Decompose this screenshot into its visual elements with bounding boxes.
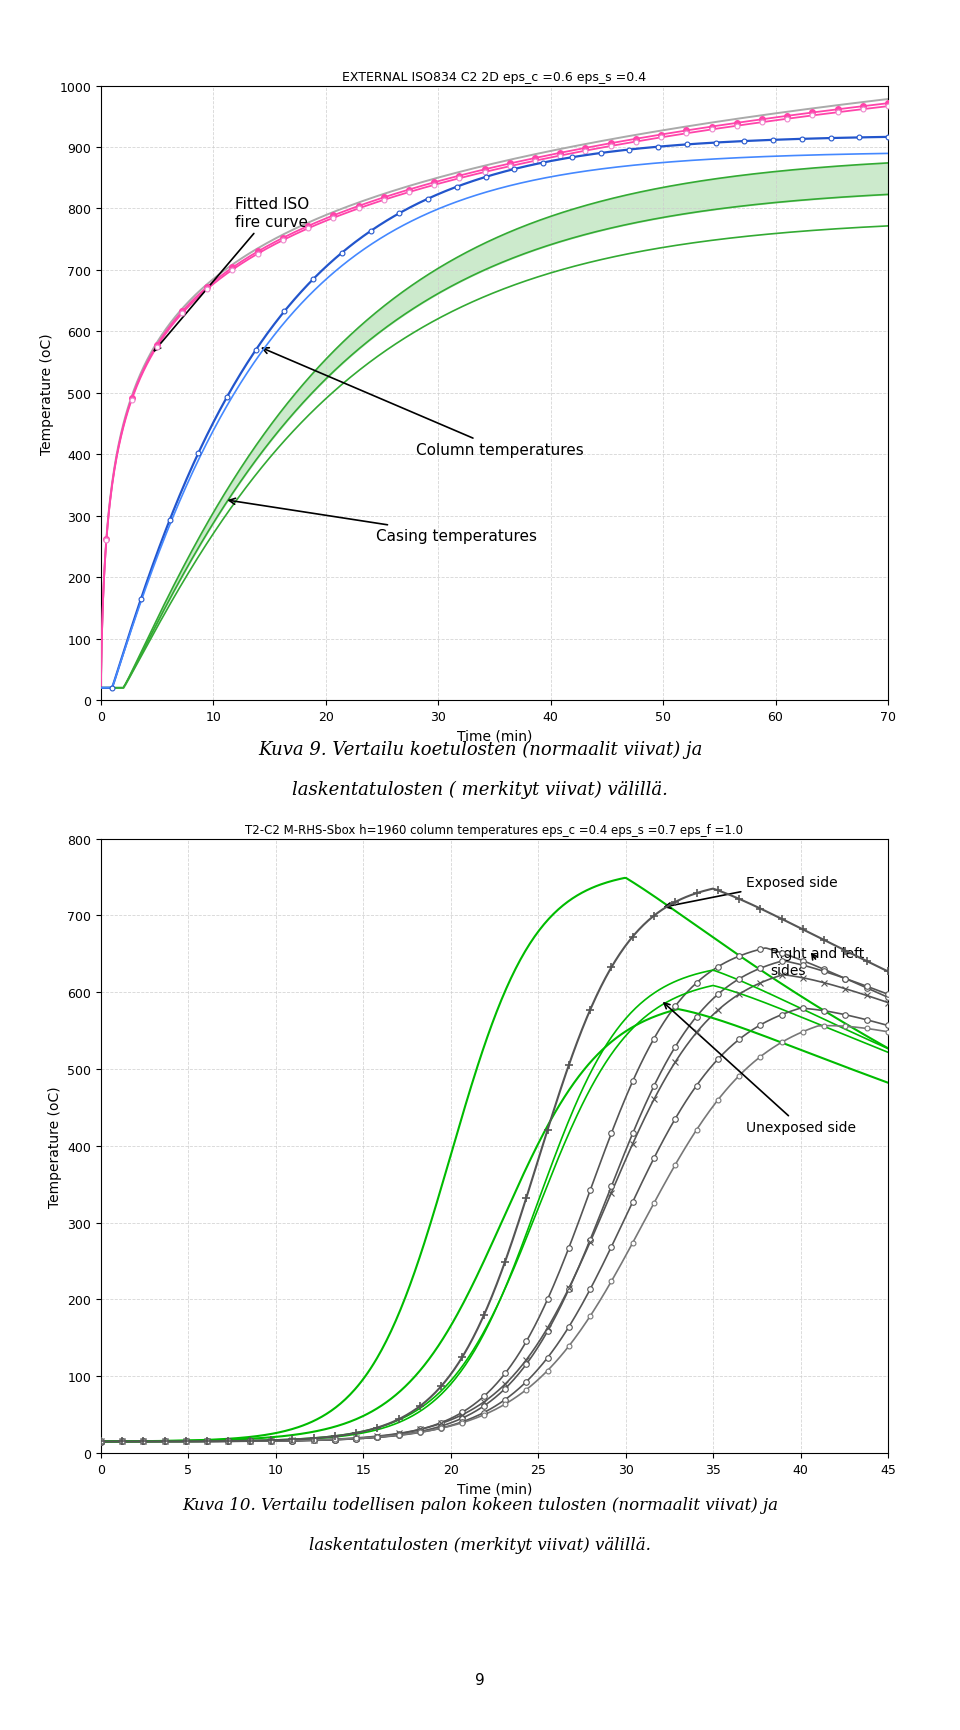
Text: Kuva 10. Vertailu todellisen palon kokeen tulosten (normaalit viivat) ja: Kuva 10. Vertailu todellisen palon kokee… [182,1496,778,1514]
Text: 9: 9 [475,1671,485,1687]
Text: Exposed side: Exposed side [665,875,838,908]
Text: laskentatulosten (merkityt viivat) välillä.: laskentatulosten (merkityt viivat) välil… [309,1536,651,1554]
Text: Right and left
sides: Right and left sides [770,946,864,977]
Text: Fitted ISO
fire curve: Fitted ISO fire curve [155,197,309,351]
Title: EXTERNAL ISO834 C2 2D eps_c =0.6 eps_s =0.4: EXTERNAL ISO834 C2 2D eps_c =0.6 eps_s =… [343,71,646,85]
X-axis label: Time (min): Time (min) [457,1481,532,1495]
Text: Kuva 9. Vertailu koetulosten (normaalit viivat) ja: Kuva 9. Vertailu koetulosten (normaalit … [258,740,702,759]
Title: T2-C2 M-RHS-Sbox h=1960 column temperatures eps_c =0.4 eps_s =0.7 eps_f =1.0: T2-C2 M-RHS-Sbox h=1960 column temperatu… [246,823,743,837]
Text: Unexposed side: Unexposed side [664,1003,856,1135]
Text: laskentatulosten ( merkityt viivat) välillä.: laskentatulosten ( merkityt viivat) väli… [292,780,668,799]
X-axis label: Time (min): Time (min) [457,728,532,742]
Text: Casing temperatures: Casing temperatures [229,498,538,543]
Y-axis label: Temperature (oC): Temperature (oC) [39,332,54,455]
Y-axis label: Temperature (oC): Temperature (oC) [48,1085,61,1208]
Text: Column temperatures: Column temperatures [262,348,584,458]
